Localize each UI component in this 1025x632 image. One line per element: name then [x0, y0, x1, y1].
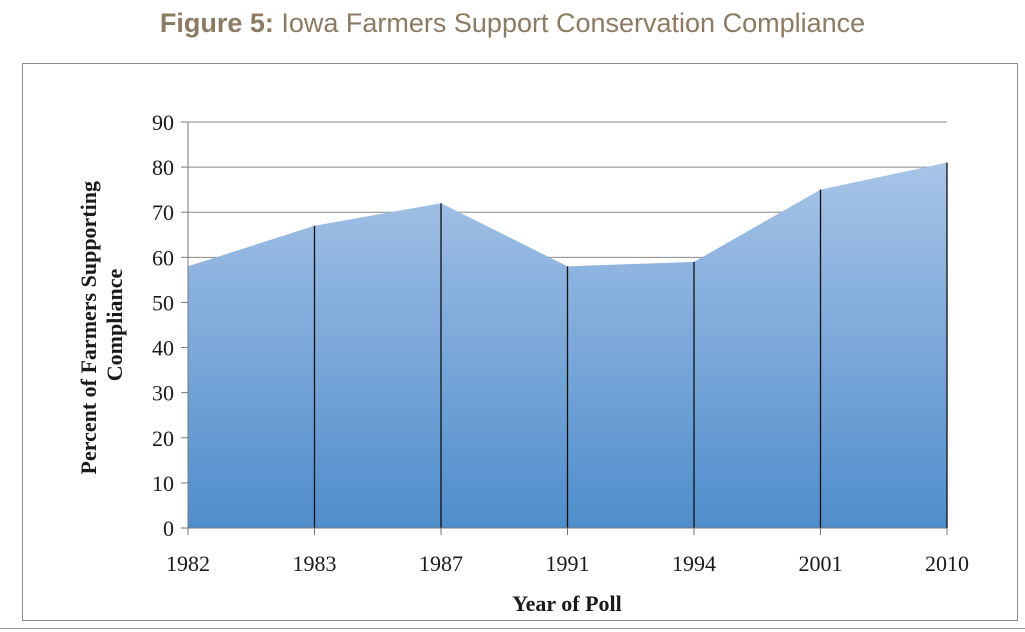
x-axis-title: Year of Poll: [512, 591, 622, 616]
x-tick-label-1987: 1987: [419, 551, 463, 576]
x-tick-label-1994: 1994: [672, 551, 716, 576]
drop-lines: [313, 162, 948, 528]
x-tick-label-2001: 2001: [799, 551, 843, 576]
y-tick-label-10: 10: [152, 471, 174, 496]
x-tick-label-1982: 1982: [166, 551, 210, 576]
y-tick-labels: 0 10 20 30 40 50 60 70 80 90: [152, 110, 174, 541]
axes: [181, 121, 948, 535]
y-tick-label-70: 70: [152, 200, 174, 225]
x-tick-labels: 1982 1983 1987 1991 1994 2001 2010: [166, 551, 969, 576]
y-tick-label-60: 60: [152, 245, 174, 270]
y-axis-title: Percent of Farmers Supporting Compliance: [76, 176, 127, 475]
y-tick-label-50: 50: [152, 290, 174, 315]
y-axis-title-line-1: Percent of Farmers Supporting: [76, 181, 101, 475]
x-tick-label-2010: 2010: [925, 551, 969, 576]
figure-title-text: Iowa Farmers Support Conservation Compli…: [281, 8, 866, 38]
y-axis-title-line-2: Compliance: [102, 269, 127, 382]
figure-title-prefix: Figure 5:: [159, 8, 274, 38]
figure-title: Figure 5: Iowa Farmers Support Conservat…: [0, 8, 1025, 39]
y-tick-label-20: 20: [152, 426, 174, 451]
y-tick-label-40: 40: [152, 336, 174, 361]
y-tick-label-30: 30: [152, 381, 174, 406]
x-tick-label-1983: 1983: [293, 551, 337, 576]
x-tick-label-1991: 1991: [546, 551, 590, 576]
page-bottom-rule: [0, 628, 1025, 629]
y-tick-label-90: 90: [152, 110, 174, 135]
y-tick-label-80: 80: [152, 155, 174, 180]
y-tick-label-0: 0: [163, 516, 174, 541]
